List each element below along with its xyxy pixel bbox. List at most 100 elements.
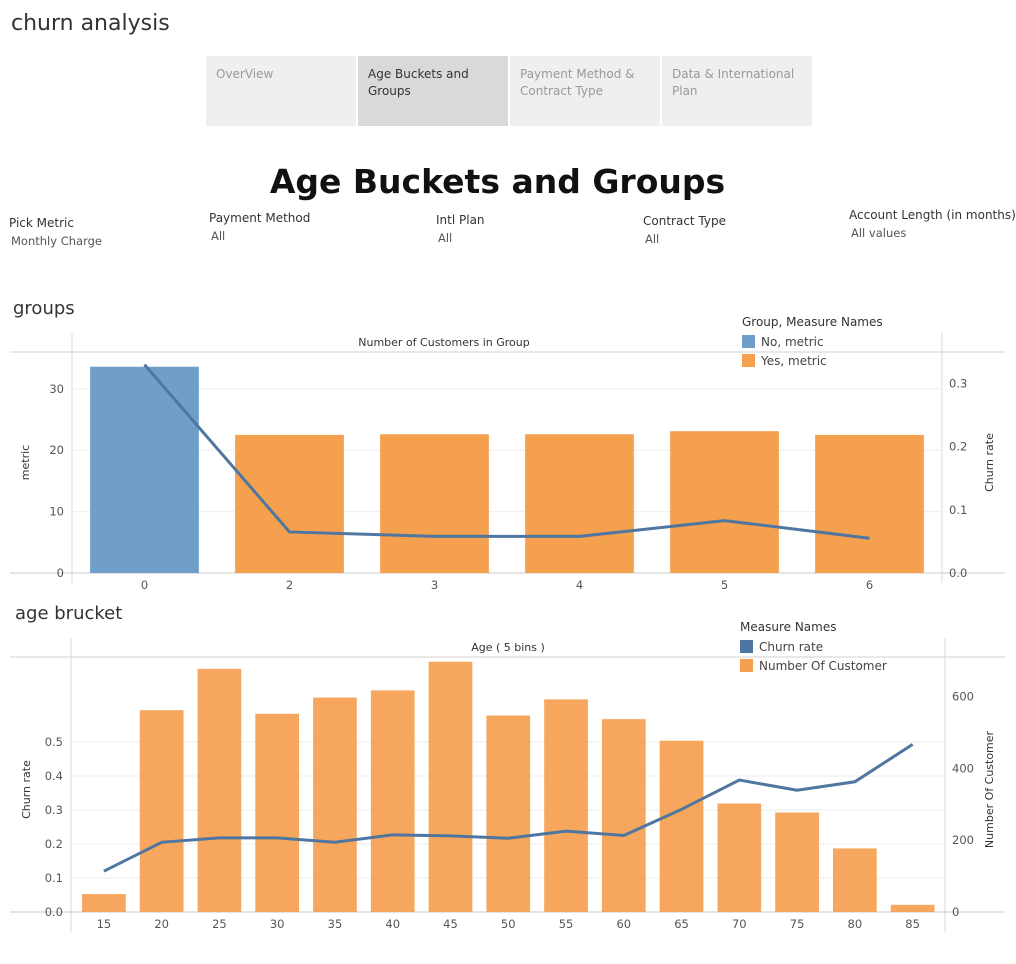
y-tick-label: 0.1: [45, 871, 63, 885]
x-tick-label: 0: [141, 578, 148, 592]
bar-age-50: [486, 715, 531, 912]
y-tick-label: 30: [49, 382, 64, 396]
legend-label: Number Of Customer: [759, 658, 887, 673]
legend-swatch-churn: [740, 640, 753, 653]
x-axis-title: Number of Customers in Group: [358, 336, 529, 349]
y2-axis-title: Number Of Customer: [983, 730, 996, 848]
legend-swatch-yes: [742, 354, 755, 367]
app-title: churn analysis: [11, 11, 170, 36]
x-tick-label: 70: [732, 917, 747, 931]
x-tick-label: 3: [431, 578, 438, 592]
filter-label: Pick Metric: [9, 216, 74, 230]
filter-label: Contract Type: [643, 214, 726, 228]
bar-6: [815, 434, 924, 573]
x-tick-label: 25: [212, 917, 227, 931]
churn-rate-line: [143, 363, 870, 540]
bar-2: [235, 434, 344, 573]
x-tick-label: 85: [905, 917, 920, 931]
x-tick-label: 80: [848, 917, 863, 931]
legend-item[interactable]: No, metric: [742, 332, 883, 351]
y2-tick-label: 400: [952, 761, 974, 775]
legend-title: Group, Measure Names: [742, 315, 883, 329]
y-tick-label: 0.3: [45, 803, 63, 817]
filter-intl-plan: Intl Plan All: [436, 213, 485, 245]
y2-tick-label: 0.2: [949, 440, 967, 454]
legend-item[interactable]: Yes, metric: [742, 351, 883, 370]
filter-label: Intl Plan: [436, 213, 485, 227]
y-tick-label: 0.0: [45, 905, 63, 919]
tab-data-international[interactable]: Data & International Plan: [662, 56, 812, 126]
y2-tick-label: 0.0: [949, 566, 967, 580]
legend-item[interactable]: Churn rate: [740, 637, 887, 656]
filter-value-intl-plan[interactable]: All: [438, 231, 453, 245]
filter-value-payment-method[interactable]: All: [211, 229, 226, 243]
y-axis-title: metric: [19, 445, 32, 480]
filter-pick-metric: Pick Metric Monthly Charge: [9, 216, 102, 248]
filter-label: Payment Method: [209, 211, 311, 225]
bar-4: [525, 434, 634, 573]
y-tick-label: 20: [49, 443, 64, 457]
x-tick-label: 30: [270, 917, 285, 931]
dashboard-tabs: OverView Age Buckets and Groups Payment …: [206, 56, 812, 126]
bar-age-45: [428, 661, 473, 912]
x-tick-label: 50: [501, 917, 516, 931]
bar-age-80: [833, 848, 877, 912]
bar-age-35: [313, 697, 357, 912]
legend-swatch-customers: [740, 659, 753, 672]
age-legend: Measure Names Churn rate Number Of Custo…: [740, 620, 887, 675]
y-tick-label: 10: [49, 505, 64, 519]
bar-age-85: [890, 904, 935, 912]
x-tick-label: 55: [559, 917, 574, 931]
bar-age-20: [139, 710, 184, 912]
legend-swatch-no: [742, 335, 755, 348]
x-tick-label: 5: [721, 578, 728, 592]
legend-label: Yes, metric: [761, 353, 827, 368]
x-axis-title: Age ( 5 bins ): [471, 641, 545, 654]
legend-label: Churn rate: [759, 639, 824, 654]
bar-0: [90, 366, 199, 573]
x-tick-label: 15: [97, 917, 112, 931]
section-title-groups: groups: [13, 298, 75, 319]
y-tick-label: 0.2: [45, 837, 63, 851]
bar-age-40: [370, 690, 415, 912]
x-tick-label: 65: [674, 917, 689, 931]
x-tick-label: 75: [790, 917, 805, 931]
y-tick-label: 0: [57, 566, 64, 580]
filter-label: Account Length (in months): [849, 208, 1016, 222]
filter-account-length: Account Length (in months) All values: [849, 208, 1016, 240]
y-tick-label: 0.4: [45, 769, 63, 783]
x-tick-label: 60: [616, 917, 631, 931]
legend-title: Measure Names: [740, 620, 837, 634]
bar-age-25: [197, 668, 242, 912]
x-tick-label: 2: [286, 578, 293, 592]
y2-tick-label: 0.3: [949, 377, 967, 391]
x-tick-label: 45: [443, 917, 458, 931]
y2-tick-label: 0: [952, 905, 959, 919]
bar-age-15: [82, 894, 126, 912]
bar-age-75: [775, 812, 819, 912]
legend-label: No, metric: [761, 334, 824, 349]
legend-item[interactable]: Number Of Customer: [740, 656, 887, 675]
bar-3: [380, 434, 489, 573]
y2-tick-label: 200: [952, 833, 974, 847]
tab-age-buckets[interactable]: Age Buckets and Groups: [358, 56, 508, 126]
y2-tick-label: 0.1: [949, 503, 967, 517]
x-tick-label: 35: [328, 917, 343, 931]
bar-age-30: [255, 713, 300, 912]
page-title: Age Buckets and Groups: [269, 162, 726, 201]
section-title-age-bucket: age brucket: [15, 603, 123, 624]
x-tick-label: 20: [154, 917, 169, 931]
bar-age-60: [601, 719, 646, 912]
filter-value-pick-metric[interactable]: Monthly Charge: [11, 234, 102, 248]
bar-age-55: [544, 699, 588, 912]
filter-payment-method: Payment Method All: [209, 211, 310, 243]
x-tick-label: 40: [385, 917, 400, 931]
x-tick-label: 4: [576, 578, 583, 592]
filter-value-contract-type[interactable]: All: [645, 232, 660, 246]
bar-5: [670, 431, 779, 573]
tab-overview[interactable]: OverView: [206, 56, 356, 126]
filter-value-account-length[interactable]: All values: [851, 226, 907, 240]
y-axis-title: Churn rate: [20, 760, 33, 819]
tab-payment-contract[interactable]: Payment Method & Contract Type: [510, 56, 660, 126]
